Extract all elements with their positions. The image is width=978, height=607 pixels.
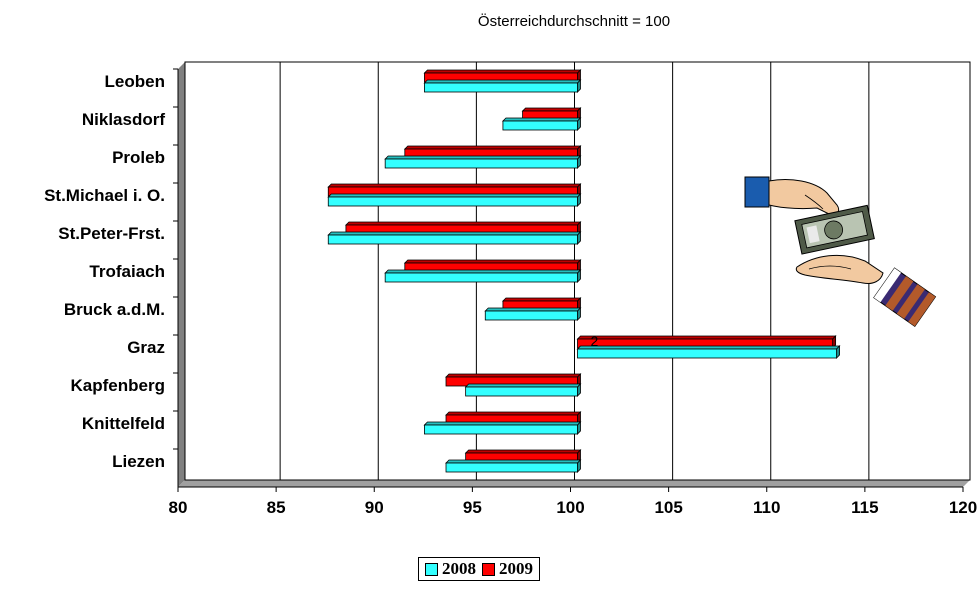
bar-2008-top	[445, 459, 582, 464]
y-tick-label: Bruck a.d.M.	[64, 300, 165, 319]
y-tick-label: Proleb	[112, 148, 165, 167]
bar-2008	[327, 196, 578, 207]
bar-2008	[424, 424, 578, 435]
y-tick-label: Trofaiach	[89, 262, 165, 281]
y-tick-label: Niklasdorf	[82, 110, 165, 129]
bar-2008	[502, 120, 578, 131]
bar-2008	[465, 386, 578, 397]
bar-2008-top	[464, 383, 582, 388]
bar-2008	[484, 310, 578, 321]
bar-2009-top	[576, 335, 837, 340]
chart-legend: 2008 2009	[418, 557, 540, 581]
bar-2008-top	[384, 155, 582, 160]
x-tick-label: 115	[851, 498, 878, 517]
y-tick-label: St.Michael i. O.	[44, 186, 165, 205]
bar-2008	[384, 272, 578, 283]
x-tick-label: 90	[365, 498, 384, 517]
legend-swatch-2009	[482, 562, 495, 576]
bar-2008-top	[327, 231, 582, 236]
y-tick-label: Kapfenberg	[71, 376, 165, 395]
bar-2009-top	[344, 221, 582, 226]
bar-2009-top	[423, 69, 582, 74]
legend-label-2009: 2009	[499, 559, 533, 578]
chart-subtitle: Österreichdurchschnitt = 100	[478, 12, 670, 30]
bar-2008-top	[501, 117, 582, 122]
bar-2009-top	[521, 107, 582, 112]
floor	[178, 480, 970, 487]
side-wall	[178, 62, 185, 487]
y-tick-label: Graz	[127, 338, 165, 357]
bar-2008	[424, 82, 578, 93]
hands-exchanging-money-icon	[744, 176, 937, 327]
bar-2008	[327, 234, 578, 245]
bar-2009-top	[403, 145, 582, 150]
bar-2008	[445, 462, 578, 473]
bar-2008-top	[576, 345, 841, 350]
bar-2008	[384, 158, 578, 169]
bar-2008-top	[423, 79, 582, 84]
y-tick-label: Knittelfeld	[82, 414, 165, 433]
x-tick-label: 95	[463, 498, 482, 517]
plot-area: 80 85 90 95 100 105 110 115 120 Leoben Niklasdorf P…	[44, 61, 977, 517]
x-tick-label: 100	[556, 498, 584, 517]
x-tick-label: 110	[753, 498, 780, 517]
x-tick-label: 85	[267, 498, 286, 517]
legend-label-2008: 2008	[442, 559, 476, 578]
bar-2008-top	[484, 307, 582, 312]
bar-2008-top	[327, 193, 582, 198]
bar-2009-top	[445, 373, 582, 378]
legend-item-2008: 2008	[425, 559, 476, 579]
x-tick-label: 80	[169, 498, 188, 517]
y-tick-label: Leoben	[105, 72, 165, 91]
x-tick-label: 120	[949, 498, 977, 517]
bar-2008	[577, 348, 837, 359]
x-tick-label: 105	[654, 498, 682, 517]
y-tick-label: Liezen	[112, 452, 165, 471]
legend-swatch-2008	[425, 562, 438, 576]
y-tick-label: St.Peter-Frst.	[58, 224, 165, 243]
legend-item-2009: 2009	[482, 559, 533, 579]
bar-2009-top	[445, 411, 582, 416]
bar-2008-top	[423, 421, 582, 426]
data-annotation: 2	[591, 333, 599, 349]
bar-2008-top	[384, 269, 582, 274]
bar-2009-top	[403, 259, 582, 264]
bar-2009-top	[501, 297, 582, 302]
bar-2009-top	[464, 449, 582, 454]
bar-2009-top	[327, 183, 582, 188]
